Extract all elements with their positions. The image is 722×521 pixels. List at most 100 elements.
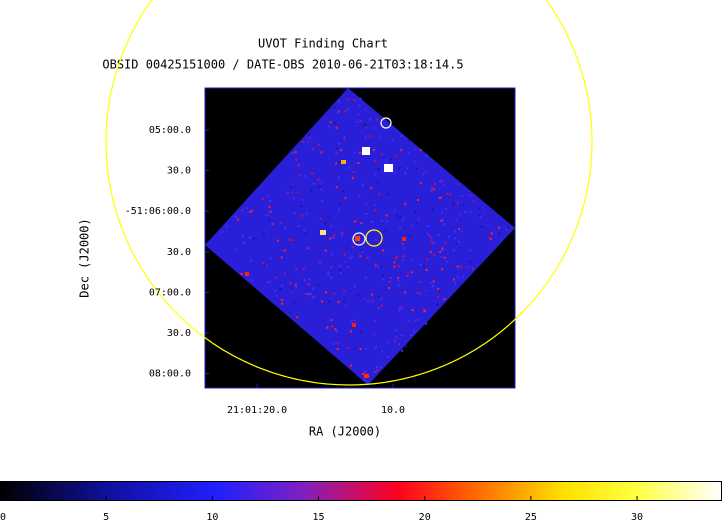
noise-pixel <box>245 207 248 210</box>
noise-pixel <box>317 143 320 146</box>
noise-pixel <box>458 228 460 231</box>
noise-pixel <box>425 171 428 174</box>
noise-pixel <box>334 328 337 331</box>
noise-pixel <box>335 162 338 165</box>
noise-pixel <box>397 276 400 279</box>
noise-pixel <box>327 215 330 218</box>
noise-pixel <box>374 159 377 162</box>
noise-pixel <box>266 195 269 198</box>
noise-pixel <box>402 259 405 262</box>
noise-pixel <box>289 311 292 314</box>
noise-pixel <box>410 334 413 337</box>
noise-pixel <box>464 211 467 214</box>
noise-pixel <box>266 213 269 216</box>
noise-pixel <box>300 205 303 208</box>
noise-pixel <box>369 118 372 121</box>
noise-pixel <box>432 241 435 244</box>
noise-pixel <box>453 278 456 281</box>
noise-pixel <box>488 237 491 239</box>
noise-pixel <box>456 276 459 279</box>
subtitle: OBSID 00425151000 / DATE-OBS 2010-06-21T… <box>102 58 463 72</box>
noise-pixel <box>482 206 484 209</box>
noise-pixel <box>402 247 405 250</box>
noise-pixel <box>296 191 299 194</box>
noise-pixel <box>359 151 361 154</box>
noise-pixel <box>303 268 305 271</box>
noise-pixel <box>478 207 481 210</box>
noise-pixel <box>352 171 355 173</box>
noise-pixel <box>416 199 419 201</box>
noise-pixel <box>480 225 483 228</box>
noise-pixel <box>362 124 365 127</box>
noise-pixel <box>401 306 404 309</box>
noise-pixel <box>443 298 446 301</box>
noise-pixel <box>453 237 456 240</box>
noise-pixel <box>456 265 459 268</box>
noise-pixel <box>371 293 373 296</box>
noise-pixel <box>253 237 256 240</box>
noise-pixel <box>490 232 493 235</box>
noise-pixel <box>330 266 333 269</box>
noise-pixel <box>329 318 332 321</box>
noise-pixel <box>426 232 429 235</box>
noise-pixel <box>336 147 339 150</box>
noise-pixel <box>389 277 392 279</box>
title: UVOT Finding Chart <box>258 37 388 51</box>
noise-pixel <box>398 308 401 311</box>
noise-pixel <box>430 237 433 240</box>
noise-pixel <box>452 203 455 206</box>
noise-pixel <box>321 300 323 303</box>
noise-pixel <box>324 249 327 252</box>
noise-pixel <box>337 176 340 179</box>
noise-pixel <box>279 287 282 290</box>
noise-pixel <box>328 300 330 303</box>
noise-pixel <box>373 333 375 336</box>
noise-pixel <box>440 219 443 222</box>
noise-pixel <box>459 266 462 268</box>
noise-pixel <box>406 275 409 277</box>
noise-pixel <box>452 249 455 252</box>
source <box>355 236 360 241</box>
noise-pixel <box>393 265 396 268</box>
noise-pixel <box>394 336 397 339</box>
noise-pixel <box>471 267 474 270</box>
noise-pixel <box>407 151 410 154</box>
y-tick-label: 30.0 <box>167 328 191 339</box>
noise-pixel <box>446 192 449 195</box>
noise-pixel <box>404 202 407 205</box>
noise-pixel <box>359 255 362 258</box>
noise-pixel <box>438 290 441 292</box>
noise-pixel <box>373 320 376 323</box>
noise-pixel <box>428 234 431 237</box>
noise-pixel <box>380 350 383 353</box>
noise-pixel <box>375 118 378 121</box>
noise-pixel <box>280 299 283 301</box>
noise-pixel <box>340 149 343 152</box>
noise-pixel <box>397 279 400 282</box>
noise-pixel <box>364 137 367 140</box>
y-tick-label: 30.0 <box>167 166 191 177</box>
noise-pixel <box>498 226 500 229</box>
noise-pixel <box>425 269 428 271</box>
noise-pixel <box>385 214 388 217</box>
noise-pixel <box>305 212 308 215</box>
noise-pixel <box>251 209 254 212</box>
noise-pixel <box>379 350 382 353</box>
noise-pixel <box>313 295 315 298</box>
noise-pixel <box>343 136 346 139</box>
noise-pixel <box>298 174 301 177</box>
noise-pixel <box>361 183 364 186</box>
noise-pixel <box>467 266 470 268</box>
noise-pixel <box>353 98 356 101</box>
noise-pixel <box>385 159 388 162</box>
noise-pixel <box>378 193 381 196</box>
noise-pixel <box>306 247 308 250</box>
noise-pixel <box>263 264 266 267</box>
noise-pixel <box>221 230 224 233</box>
noise-pixel <box>376 366 378 369</box>
noise-pixel <box>353 151 356 154</box>
noise-pixel <box>377 306 380 309</box>
noise-pixel <box>433 254 436 257</box>
noise-pixel <box>479 215 482 218</box>
